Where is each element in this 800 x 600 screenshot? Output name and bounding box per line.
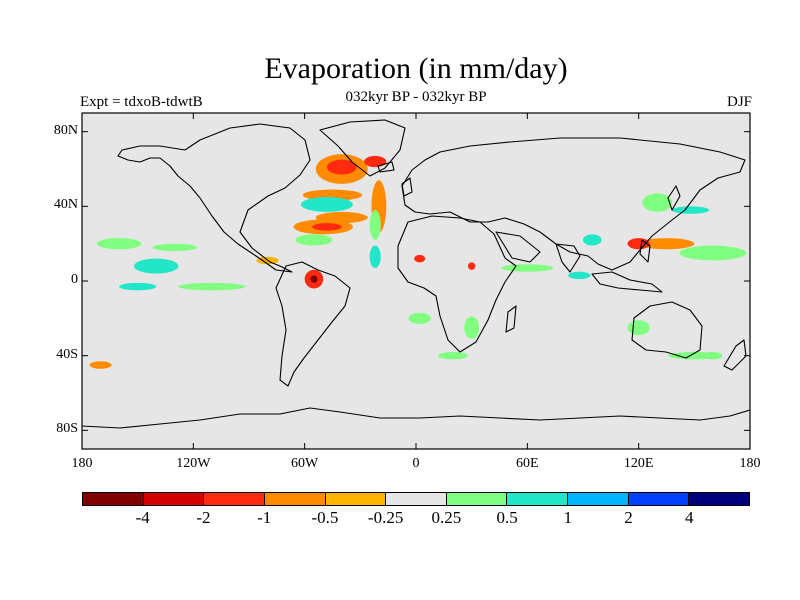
colorbar <box>82 492 750 506</box>
anomaly-patch <box>364 155 387 168</box>
lon-tick-label: 180 <box>739 456 761 471</box>
coastline-south-america <box>275 261 351 387</box>
anomaly-patch <box>568 271 591 280</box>
lat-tick-label: 40N <box>53 197 78 213</box>
coastline-antarctica <box>82 407 750 429</box>
anomaly-patch <box>627 238 650 250</box>
anomaly-patch <box>326 159 357 175</box>
lat-tick-label: 80S <box>56 421 78 437</box>
colorbar-label: 2 <box>624 508 633 527</box>
colorbar-box <box>325 493 387 505</box>
lon-tick-label: 0 <box>412 456 420 471</box>
anomaly-patch <box>152 243 198 252</box>
coastline-philippines <box>639 239 651 263</box>
experiment-label: Expt = tdxoB-tdwtB <box>80 94 203 110</box>
anomaly-patch <box>96 238 142 250</box>
colorbar-label: 4 <box>685 508 694 527</box>
anomaly-patch <box>638 238 695 250</box>
lat-tick-label: 80N <box>53 122 78 138</box>
coastline-indonesia <box>591 271 663 293</box>
coastline-india <box>555 243 581 273</box>
colorbar-box <box>689 493 750 505</box>
anomaly-patch <box>119 282 157 291</box>
colorbar-label: -2 <box>196 508 211 527</box>
colorbar-box <box>143 493 205 505</box>
coastline-arabia <box>495 231 541 263</box>
anomaly-patch <box>133 258 179 274</box>
lon-tick-label: 60W <box>291 456 319 471</box>
anomaly-patch <box>438 351 468 360</box>
coastline-madagascar <box>505 305 517 333</box>
anomaly-patch <box>668 351 721 360</box>
anomaly-patch <box>178 282 246 291</box>
coastline-africa <box>397 215 517 353</box>
anomaly-patch <box>672 206 710 214</box>
anomaly-patch <box>642 193 673 212</box>
anomaly-patch <box>369 245 381 268</box>
anomaly-patch <box>312 223 342 231</box>
coastline-australia <box>631 301 703 359</box>
anomaly-patch <box>369 210 381 240</box>
colorbar-box <box>386 493 447 505</box>
anomaly-patch <box>295 234 333 246</box>
anomaly-patch <box>89 361 112 369</box>
anomaly-patch <box>414 254 426 263</box>
colorbar-box <box>628 493 690 505</box>
figure-subtitle: 032kyr BP - 032kyr BP <box>345 89 487 105</box>
colorbar-box <box>446 493 508 505</box>
anomaly-patch <box>464 316 480 339</box>
coastline-uk <box>401 177 413 197</box>
anomaly-patch <box>408 312 431 324</box>
colorbar-box <box>568 493 629 505</box>
lon-tick-label: 60E <box>516 456 539 471</box>
colorbar-label: 1 <box>563 508 573 527</box>
lon-tick-label: 120E <box>623 456 654 471</box>
colorbar-label: -4 <box>135 508 150 527</box>
colorbar-box <box>264 493 326 505</box>
coastlines <box>82 119 750 429</box>
anomaly-patch <box>627 320 650 336</box>
lat-tick-label: 0 <box>71 272 78 287</box>
anomaly-patch <box>310 275 318 283</box>
colorbar-box <box>83 493 144 505</box>
coastline-eurasia <box>401 137 746 271</box>
colorbar-box <box>204 493 265 505</box>
season-label: DJF <box>726 94 752 110</box>
anomaly-patch <box>300 197 353 212</box>
colorbar-label: -0.25 <box>367 508 404 527</box>
coastline-greenland <box>319 119 406 177</box>
colorbar-label: -0.5 <box>311 508 339 527</box>
anomaly-patch <box>501 264 554 272</box>
anomaly-field <box>89 154 747 369</box>
colorbar-box <box>507 493 569 505</box>
lon-tick-label: 120W <box>176 456 211 471</box>
anomaly-patch <box>679 245 747 261</box>
lon-tick-label: 180 <box>71 456 93 471</box>
coastline-iceland <box>377 161 395 173</box>
coastline-japan <box>667 185 681 211</box>
coastline-north-america <box>117 123 311 273</box>
colorbar-label: 0.25 <box>431 508 462 527</box>
colorbar-label: -1 <box>257 508 272 527</box>
anomaly-patch <box>583 234 602 246</box>
figure-title: Evaporation (in mm/day) <box>264 52 568 85</box>
axis-ticks <box>81 113 751 449</box>
map-background <box>82 113 750 449</box>
anomaly-patch <box>467 262 476 270</box>
lat-tick-label: 40S <box>56 346 78 362</box>
colorbar-label: 0.5 <box>496 508 518 527</box>
coastline-new-zealand <box>723 339 747 371</box>
